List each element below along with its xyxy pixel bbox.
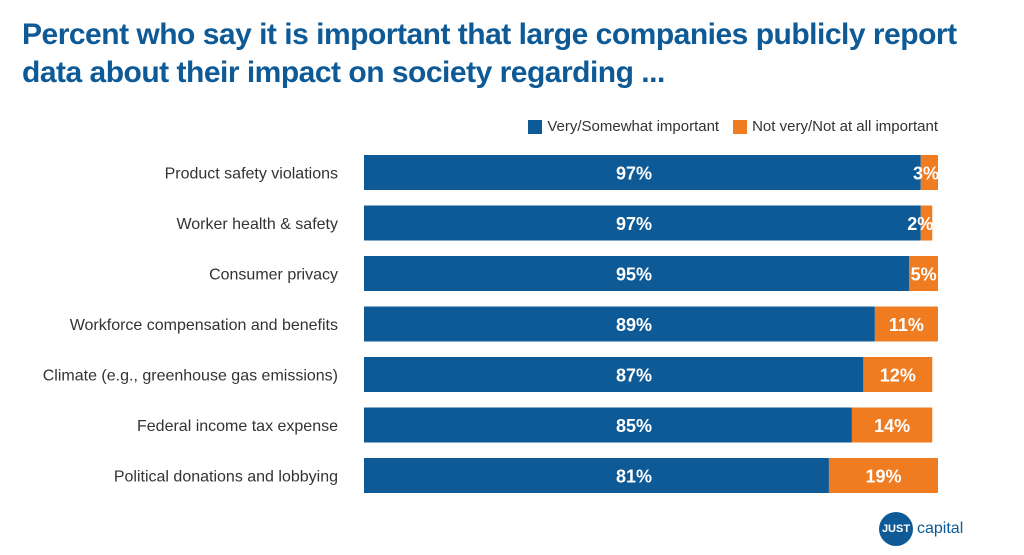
bar-important: [364, 357, 864, 392]
bar-not-important: [851, 407, 933, 443]
legend-item-important: Very/Somewhat important: [528, 118, 719, 135]
data-label-important: 85%: [616, 416, 652, 436]
data-label-not-important: 11%: [889, 315, 924, 335]
chart-title: Percent who say it is important that lar…: [22, 16, 982, 92]
just-capital-logo: JUST capital: [879, 512, 963, 546]
bar-not-important: [828, 458, 938, 493]
data-label-important: 97%: [616, 214, 652, 234]
legend-label-not-important: Not very/Not at all important: [752, 118, 938, 135]
category-label: Federal income tax expense: [137, 418, 338, 435]
bar-important: [364, 458, 829, 493]
data-label-important: 87%: [616, 366, 652, 386]
data-label-not-important: 14%: [874, 416, 910, 436]
category-label: Worker health & safety: [176, 216, 338, 233]
bar-important: [364, 256, 910, 291]
bar-not-important: [920, 205, 933, 241]
bar-important: [364, 205, 921, 241]
data-label-not-important: 5%: [911, 265, 937, 285]
logo-text: capital: [917, 520, 964, 537]
bar-not-important: [909, 256, 938, 291]
data-label-important: 89%: [616, 315, 652, 335]
category-label: Consumer privacy: [209, 267, 338, 284]
legend-item-not-important: Not very/Not at all important: [733, 118, 938, 135]
legend-swatch-not-important: [733, 119, 748, 134]
bar-not-important: [863, 357, 933, 392]
chart-title-line-2: data about their impact on society regar…: [22, 56, 665, 89]
legend-label-important: Very/Somewhat important: [547, 118, 720, 135]
category-label: Workforce compensation and benefits: [70, 317, 338, 334]
bar-important: [364, 155, 921, 190]
category-label: Climate (e.g., greenhouse gas emissions): [43, 368, 338, 385]
data-label-not-important: 19%: [865, 467, 901, 487]
chart-legend: Very/Somewhat important Not very/Not at …: [514, 118, 938, 135]
bar-not-important: [874, 306, 938, 342]
category-label: Political donations and lobbying: [114, 469, 338, 486]
bar-important: [364, 407, 852, 443]
legend-swatch-important: [528, 119, 543, 134]
logo-mark: JUST: [879, 512, 913, 546]
bar-not-important: [920, 155, 938, 190]
data-label-not-important: 12%: [880, 366, 916, 386]
data-label-not-important: 3%: [913, 164, 939, 184]
data-label-important: 97%: [616, 164, 652, 184]
category-label: Product safety violations: [165, 166, 338, 183]
chart-title-line-1: Percent who say it is important that lar…: [22, 18, 957, 51]
data-label-not-important: 2%: [907, 214, 933, 234]
bar-important: [364, 306, 875, 342]
data-label-important: 95%: [616, 265, 652, 285]
data-label-important: 81%: [616, 467, 652, 487]
